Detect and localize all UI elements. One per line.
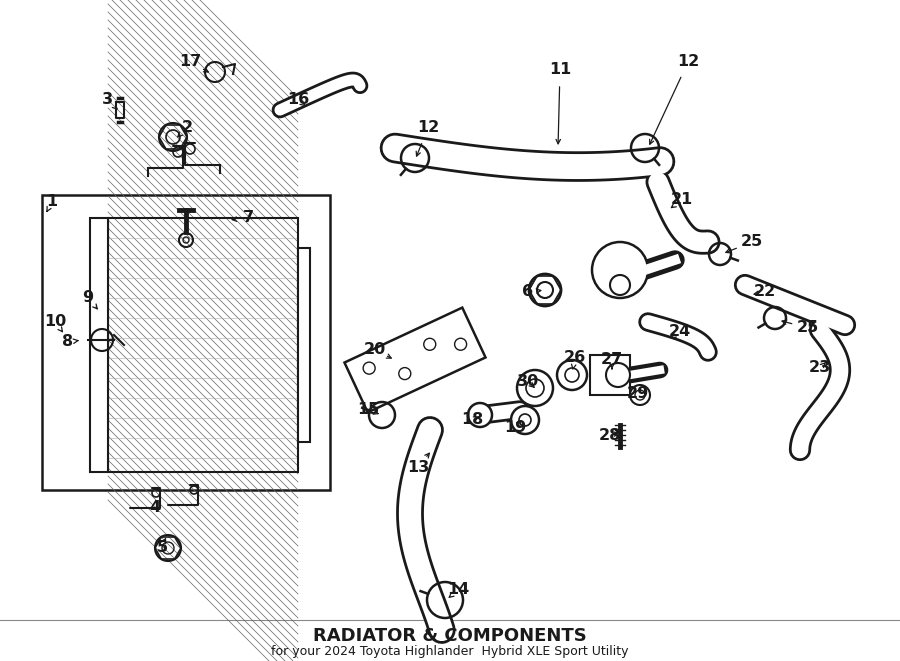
Text: 8: 8 (62, 334, 74, 350)
Text: 25: 25 (741, 235, 763, 249)
Circle shape (557, 360, 587, 390)
Text: for your 2024 Toyota Highlander  Hybrid XLE Sport Utility: for your 2024 Toyota Highlander Hybrid X… (271, 646, 629, 658)
Text: 15: 15 (357, 403, 379, 418)
Text: 19: 19 (504, 420, 526, 436)
Circle shape (519, 414, 531, 426)
Bar (590, 355, 630, 395)
Text: 18: 18 (461, 412, 483, 428)
Text: 13: 13 (407, 459, 429, 475)
Bar (298, 248, 310, 442)
Text: 2: 2 (182, 120, 193, 134)
Polygon shape (345, 307, 485, 412)
Text: 12: 12 (677, 54, 699, 69)
Circle shape (511, 406, 539, 434)
Text: 26: 26 (564, 350, 586, 366)
Circle shape (592, 242, 648, 298)
Text: 7: 7 (242, 210, 254, 225)
Circle shape (610, 275, 630, 295)
Circle shape (517, 370, 553, 406)
Text: 30: 30 (517, 375, 539, 389)
Text: 9: 9 (83, 290, 94, 305)
Text: 16: 16 (287, 93, 309, 108)
Text: RADIATOR & COMPONENTS: RADIATOR & COMPONENTS (313, 627, 587, 645)
Text: 21: 21 (670, 192, 693, 208)
Text: 12: 12 (417, 120, 439, 136)
Bar (42, 195, 330, 490)
Circle shape (630, 385, 650, 405)
Text: 29: 29 (627, 385, 649, 401)
Circle shape (565, 368, 579, 382)
Text: 22: 22 (754, 284, 776, 299)
Text: 14: 14 (447, 582, 469, 598)
Circle shape (635, 390, 645, 400)
Text: 1: 1 (47, 194, 58, 210)
Text: 28: 28 (598, 428, 621, 442)
Circle shape (468, 403, 492, 427)
Text: 27: 27 (601, 352, 623, 368)
Text: 23: 23 (809, 360, 831, 375)
Text: 10: 10 (44, 315, 66, 329)
Text: 5: 5 (157, 539, 167, 555)
Text: 17: 17 (179, 54, 201, 69)
Bar (90, 218, 108, 472)
Circle shape (606, 363, 630, 387)
Text: 20: 20 (364, 342, 386, 358)
Text: 4: 4 (149, 500, 160, 516)
Bar (108, 218, 298, 472)
Text: 6: 6 (522, 284, 534, 299)
Text: 24: 24 (669, 325, 691, 340)
Circle shape (526, 379, 544, 397)
Text: 25: 25 (796, 321, 819, 336)
Text: 11: 11 (549, 63, 572, 77)
Text: 3: 3 (102, 91, 112, 106)
